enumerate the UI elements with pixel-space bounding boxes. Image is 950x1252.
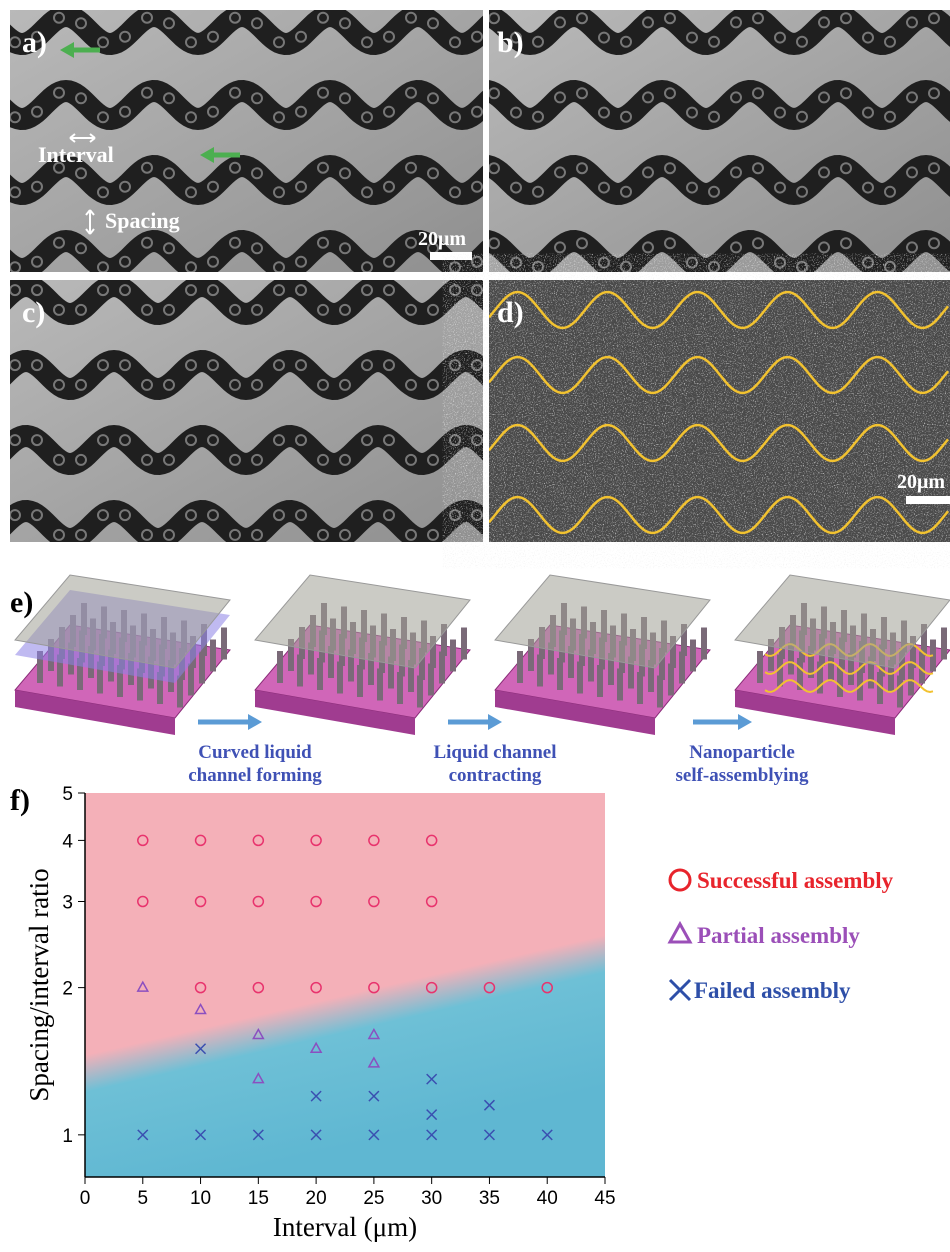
pillar	[188, 664, 194, 696]
x-tick-label: 35	[479, 1188, 500, 1209]
pillar	[897, 676, 903, 708]
legend-marker	[670, 980, 690, 1000]
pillar	[317, 658, 323, 690]
arrow-head	[738, 714, 752, 730]
pillar	[450, 640, 456, 672]
pillar	[577, 662, 583, 694]
panel-label: d)	[497, 296, 524, 329]
y-tick-label: 4	[62, 831, 73, 852]
panel-label: e)	[10, 586, 33, 619]
x-tick-label: 40	[537, 1188, 558, 1209]
x-tick-label: 30	[421, 1188, 442, 1209]
pillar	[617, 669, 623, 701]
x-tick-label: 10	[190, 1188, 211, 1209]
y-tick-label: 1	[62, 1126, 73, 1147]
y-tick-label: 2	[62, 979, 73, 1000]
pillar	[557, 658, 563, 690]
pillar	[941, 628, 947, 660]
pillar	[377, 669, 383, 701]
panel-label: a)	[22, 26, 47, 59]
x-tick-label: 45	[594, 1188, 615, 1209]
step-caption: Liquid channel	[433, 742, 556, 763]
pillar	[277, 651, 283, 683]
step-caption: Curved liquid	[198, 742, 312, 763]
pillar	[177, 676, 183, 708]
arrow-head	[488, 714, 502, 730]
pillar	[690, 640, 696, 672]
legend-label: Successful assembly	[697, 868, 894, 893]
pillar	[668, 664, 674, 696]
pillar	[210, 640, 216, 672]
x-tick-label: 25	[363, 1188, 384, 1209]
pillar	[657, 676, 663, 708]
pillar	[417, 676, 423, 708]
figure: a) b) c) d) Interval Spacing 20μm 20μm e…	[0, 0, 950, 1247]
step-caption: self-assemblying	[676, 765, 810, 786]
pillar	[757, 651, 763, 683]
x-axis-title: Interval (μm)	[273, 1212, 417, 1242]
pillar	[701, 628, 707, 660]
x-tick-label: 20	[306, 1188, 327, 1209]
legend-marker	[670, 870, 690, 890]
schematic: Curved liquidchannel forming Liquid chann…	[15, 575, 950, 786]
legend-label: Partial assembly	[697, 923, 860, 948]
pillar	[537, 655, 543, 687]
pillar	[428, 664, 434, 696]
pillar	[199, 652, 205, 684]
annotation: Interval	[38, 142, 114, 167]
step-caption: contracting	[449, 765, 542, 786]
scale-bar-label: 20μm	[897, 471, 945, 493]
annotation: Spacing	[105, 208, 180, 233]
pillar	[221, 628, 227, 660]
pillar	[397, 672, 403, 704]
pillar	[517, 651, 523, 683]
pillar	[597, 665, 603, 697]
micrographs	[0, 10, 950, 542]
scale-bar	[430, 252, 472, 260]
x-tick-label: 5	[137, 1188, 148, 1209]
x-tick-label: 0	[80, 1188, 91, 1209]
y-axis-title: Spacing/interval ratio	[24, 868, 54, 1101]
step-caption: Nanoparticle	[689, 742, 795, 763]
pillar	[679, 652, 685, 684]
pillar	[357, 665, 363, 697]
pillar	[637, 672, 643, 704]
panel-label: b)	[497, 26, 524, 59]
scale-bar-label: 20μm	[418, 228, 466, 250]
y-tick-label: 3	[62, 893, 73, 914]
plot-background	[85, 793, 605, 1177]
arrow-head	[248, 714, 262, 730]
pillar	[439, 652, 445, 684]
sem-noise	[489, 280, 950, 542]
legend-label: Failed assembly	[694, 978, 851, 1003]
scale-bar	[906, 496, 950, 504]
pillar	[297, 655, 303, 687]
legend-marker	[670, 924, 690, 942]
chart: f)05101520253035404512345Interval (μm)Sp…	[10, 784, 894, 1242]
y-tick-label: 5	[62, 784, 73, 805]
step-caption: channel forming	[188, 765, 322, 786]
pillar	[337, 662, 343, 694]
panel-label: c)	[22, 296, 45, 329]
pillar	[461, 628, 467, 660]
panel-label: f)	[10, 784, 30, 817]
x-tick-label: 15	[248, 1188, 269, 1209]
